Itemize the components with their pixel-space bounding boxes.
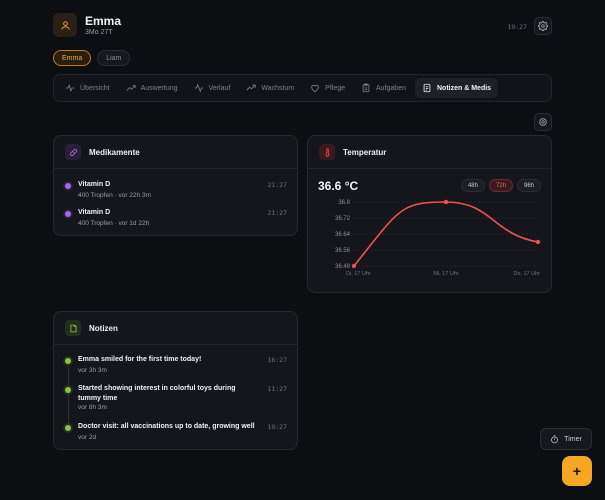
medication-name: Vitamin D bbox=[78, 181, 111, 188]
tab-label: Verlauf bbox=[208, 84, 231, 92]
note-ago: vor 2d bbox=[78, 434, 97, 441]
medication-detail: 400 Tropfen · vor 22h 3m bbox=[78, 192, 151, 199]
timer-label: Timer bbox=[564, 435, 582, 443]
card-title: Medikamente bbox=[89, 147, 140, 157]
y-tick-label: 36.8 bbox=[338, 200, 350, 206]
timeline-dot bbox=[65, 211, 71, 217]
tab-growth[interactable]: Wachstum bbox=[239, 78, 301, 98]
note-entry[interactable]: Doctor visit: all vaccinations up to dat… bbox=[65, 422, 287, 444]
tab-notes-meds[interactable]: Notizen & Medis bbox=[415, 78, 499, 98]
data-point[interactable] bbox=[535, 239, 541, 245]
gear-icon bbox=[538, 21, 548, 31]
pulse-icon bbox=[65, 83, 75, 93]
child-age: 3Mo 27T bbox=[85, 29, 113, 36]
tab-label: Auswertung bbox=[140, 84, 178, 92]
tab-analysis[interactable]: Auswertung bbox=[119, 78, 185, 98]
x-tick-label: Di, 17 Uhr bbox=[346, 271, 371, 277]
x-tick-label: Mi, 17 Uhr bbox=[433, 271, 459, 277]
trend-icon bbox=[126, 85, 136, 91]
tab-label: Notizen & Medis bbox=[437, 84, 492, 92]
tab-tasks[interactable]: Aufgaben bbox=[354, 78, 413, 98]
user-icon bbox=[60, 20, 70, 30]
child-selector: Emma Liam bbox=[53, 50, 131, 66]
y-tick-label: 36.56 bbox=[335, 248, 351, 254]
avatar[interactable] bbox=[53, 13, 77, 37]
medication-entry[interactable]: Vitamin D 400 Tropfen · vor 1d 22h 21:27 bbox=[65, 208, 287, 230]
range-48h-button[interactable]: 48h bbox=[460, 179, 485, 192]
growth-icon bbox=[246, 84, 256, 91]
child-name: Emma bbox=[85, 14, 122, 28]
temperature-card: Temperatur 36.6 °C 48h 72h 96h 36.8 36.72… bbox=[307, 135, 552, 293]
range-96h-button[interactable]: 96h bbox=[516, 179, 541, 192]
timeline-line bbox=[67, 364, 69, 431]
profile-header: Emma 3Mo 27T 19:27 bbox=[53, 13, 552, 41]
tab-label: Pflege bbox=[325, 84, 346, 92]
pill-icon bbox=[65, 144, 81, 160]
medications-card: Medikamente Vitamin D 400 Tropfen · vor … bbox=[53, 135, 298, 236]
card-title: Notizen bbox=[89, 323, 118, 333]
note-ago: vor 3h 3m bbox=[78, 367, 107, 374]
y-tick-label: 36.72 bbox=[335, 216, 351, 222]
card-header: Medikamente bbox=[54, 136, 297, 169]
tab-label: Übersicht bbox=[80, 84, 110, 92]
notes-card: Notizen Emma smiled for the first time t… bbox=[53, 311, 298, 450]
tab-history[interactable]: Verlauf bbox=[187, 78, 238, 98]
y-tick-label: 36.64 bbox=[335, 232, 351, 238]
settings-button[interactable] bbox=[534, 17, 552, 35]
tab-bar: Übersicht Auswertung Verlauf Wachstum Pf… bbox=[53, 74, 552, 102]
note-time: 19:27 bbox=[267, 423, 287, 431]
y-tick-label: 36.48 bbox=[335, 264, 351, 270]
notes-icon bbox=[423, 83, 431, 93]
current-time: 19:27 bbox=[507, 23, 527, 31]
note-text: Emma smiled for the first time today! bbox=[78, 356, 202, 363]
timeline-dot bbox=[65, 358, 71, 364]
child-pill-emma[interactable]: Emma bbox=[53, 50, 92, 66]
medication-name: Vitamin D bbox=[78, 209, 111, 216]
timeline-dot bbox=[65, 387, 71, 393]
note-entry[interactable]: Started showing interest in colorful toy… bbox=[65, 384, 287, 416]
x-tick-label: Do, 17 Uhr bbox=[513, 271, 540, 277]
medication-entry[interactable]: Vitamin D 400 Tropfen · vor 22h 3m 21:27 bbox=[65, 180, 287, 202]
range-selector: 48h 72h 96h bbox=[460, 179, 541, 192]
medication-time: 21:27 bbox=[267, 209, 287, 217]
range-72h-button[interactable]: 72h bbox=[488, 179, 513, 192]
child-pill-liam[interactable]: Liam bbox=[97, 50, 131, 66]
data-point[interactable] bbox=[443, 199, 449, 205]
activity-icon bbox=[194, 83, 203, 93]
tab-label: Aufgaben bbox=[376, 84, 406, 92]
section-settings-button[interactable] bbox=[534, 113, 552, 131]
clipboard-icon bbox=[362, 83, 370, 93]
heart-icon bbox=[311, 84, 319, 93]
tab-care[interactable]: Pflege bbox=[303, 78, 352, 98]
add-button[interactable]: + bbox=[562, 456, 592, 486]
medication-detail: 400 Tropfen · vor 1d 22h bbox=[78, 220, 150, 227]
note-ago: vor 8h 3m bbox=[78, 404, 107, 411]
card-title: Temperatur bbox=[343, 147, 387, 157]
timeline-dot bbox=[65, 425, 71, 431]
note-text: Started showing interest in colorful toy… bbox=[78, 385, 236, 402]
note-icon bbox=[65, 320, 81, 336]
card-header: Temperatur bbox=[308, 136, 551, 169]
note-text: Doctor visit: all vaccinations up to dat… bbox=[78, 423, 255, 430]
timer-button[interactable]: Timer bbox=[540, 428, 592, 450]
timeline-dot bbox=[65, 183, 71, 189]
note-time: 16:27 bbox=[267, 356, 287, 364]
note-time: 11:27 bbox=[267, 385, 287, 393]
card-header: Notizen bbox=[54, 312, 297, 345]
tab-label: Wachstum bbox=[261, 84, 295, 92]
data-point[interactable] bbox=[351, 263, 357, 269]
stopwatch-icon bbox=[551, 434, 559, 443]
gear-icon bbox=[539, 118, 547, 126]
tab-overview[interactable]: Übersicht bbox=[58, 78, 117, 98]
medication-time: 21:27 bbox=[267, 181, 287, 189]
thermometer-icon bbox=[319, 144, 335, 160]
note-entry[interactable]: Emma smiled for the first time today! vo… bbox=[65, 355, 287, 377]
current-temperature: 36.6 °C bbox=[318, 179, 359, 193]
